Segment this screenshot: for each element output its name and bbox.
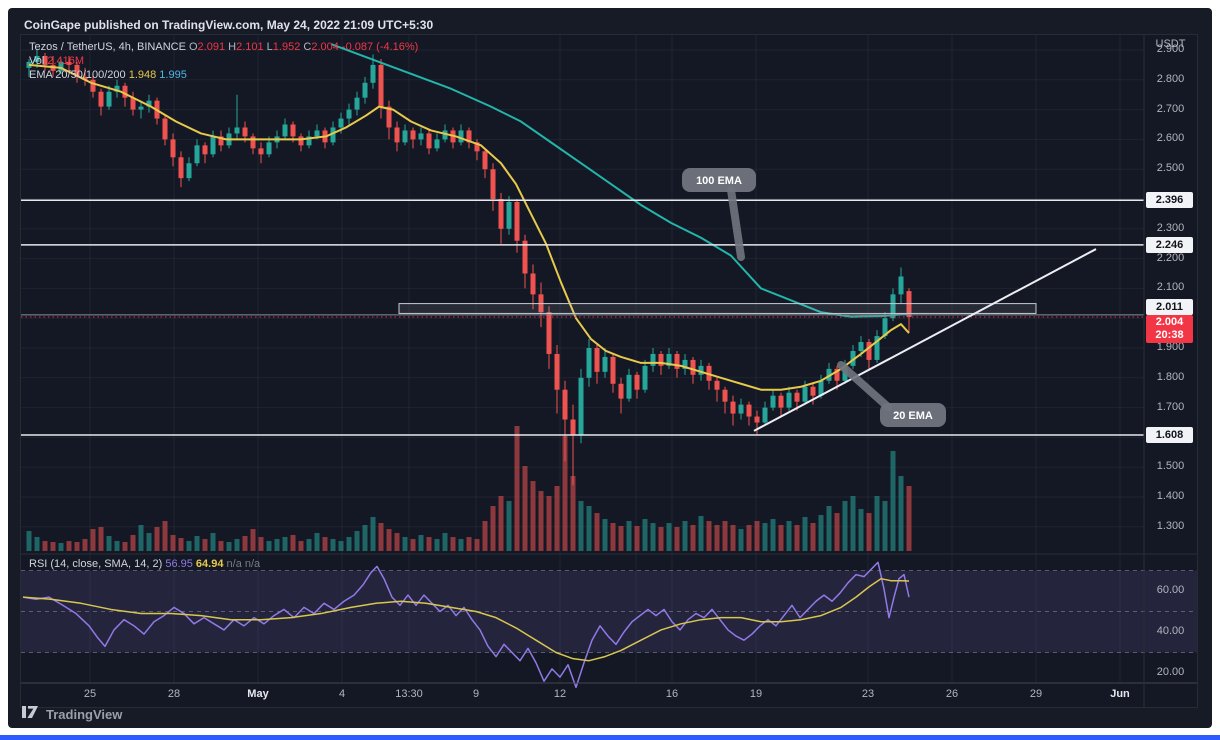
volume-value: 2.416M bbox=[47, 55, 85, 67]
ohlc-value: 2.091 bbox=[197, 41, 226, 53]
level-price-label: 1.608 bbox=[1146, 427, 1193, 444]
ohlc-key: C bbox=[300, 41, 312, 53]
price-scale-label: 2.100 bbox=[1156, 281, 1185, 294]
ema-row: EMA 20/50/100/200 1.948 1.995 bbox=[29, 68, 418, 82]
rsi-value: n/a bbox=[223, 558, 242, 570]
time-axis-label: 26 bbox=[945, 688, 959, 700]
rsi-scale-label: 60.00 bbox=[1156, 584, 1185, 596]
time-axis-label: 16 bbox=[665, 688, 679, 700]
time-axis-label: 4 bbox=[338, 688, 346, 700]
rsi-line bbox=[22, 561, 910, 689]
time-axis-label: 28 bbox=[167, 688, 181, 700]
level-price-label: 2.246 bbox=[1146, 236, 1193, 253]
chart-area[interactable]: 100 EMA 20 EMA Tezos / TetherUS, 4h, BINA… bbox=[20, 34, 1198, 708]
tradingview-logo-icon[interactable] bbox=[22, 705, 40, 724]
volume-row: Vol 2.416M bbox=[29, 54, 418, 68]
legend-rsi: RSI (14, close, SMA, 14, 2) 56.95 64.94 … bbox=[29, 557, 260, 571]
volume-bars bbox=[26, 426, 912, 551]
rsi-scale-label: 40.00 bbox=[1156, 625, 1185, 637]
rsi-values: 56.95 64.94 n/a n/a bbox=[165, 558, 260, 570]
volume-label: Vol bbox=[29, 55, 45, 67]
callout-20-ema[interactable]: 20 EMA bbox=[837, 361, 946, 427]
ohlc-key: H bbox=[225, 41, 237, 53]
time-axis-label: Jun bbox=[1110, 688, 1130, 700]
price-scale-label: 2.700 bbox=[1156, 102, 1185, 115]
price-scale-label: 2.200 bbox=[1156, 251, 1185, 264]
price-zone-box[interactable] bbox=[398, 303, 1037, 314]
level-price-label: 2.396 bbox=[1146, 192, 1193, 209]
grid bbox=[21, 35, 1144, 683]
rsi-value: 56.95 bbox=[165, 558, 193, 570]
ema100-line bbox=[330, 43, 910, 318]
ema20-line bbox=[28, 63, 910, 391]
callout-100-ema[interactable]: 100 EMA bbox=[682, 168, 756, 261]
price-scale-label: 1.300 bbox=[1156, 519, 1185, 532]
time-axis-label: 19 bbox=[749, 688, 763, 700]
ohlc-key: O bbox=[188, 41, 198, 53]
price-scale-label: 1.700 bbox=[1156, 400, 1185, 413]
price-scale-label: 2.300 bbox=[1156, 221, 1185, 234]
publish-text: CoinGape published on TradingView.com, M… bbox=[24, 18, 434, 32]
footer: TradingView bbox=[22, 704, 122, 724]
symbol-row: Tezos / TetherUS, 4h, BINANCE O2.091 H2.… bbox=[29, 40, 418, 54]
price-scale-label: 1.400 bbox=[1156, 490, 1185, 502]
price-axis[interactable]: USDT 2.900 2.800 2.700 2.600 2.500 2.300 2.200 2… bbox=[1144, 35, 1197, 683]
time-axis-label: May bbox=[247, 688, 269, 700]
bottom-accent-bar bbox=[0, 735, 1220, 740]
time-axis-label: 9 bbox=[472, 688, 480, 700]
time-axis-label: 29 bbox=[1029, 688, 1043, 700]
ema-values: 1.948 1.995 bbox=[129, 69, 187, 81]
tradingview-brand[interactable]: TradingView bbox=[46, 706, 123, 722]
time-axis[interactable]: 25 28 May 4 13:30 9 12 16 19 23 26 29 Jun bbox=[21, 685, 1197, 707]
chart-card: CoinGape published on TradingView.com, M… bbox=[8, 8, 1212, 728]
svg-text:100 EMA: 100 EMA bbox=[696, 175, 742, 187]
current-price-label: 2.004 20:38 bbox=[1146, 315, 1193, 343]
price-scale-label: 2.500 bbox=[1156, 162, 1185, 175]
price-scale-label: 2.600 bbox=[1156, 132, 1185, 145]
time-axis-label: 25 bbox=[83, 688, 97, 700]
rsi-row: RSI (14, close, SMA, 14, 2) 56.95 64.94 … bbox=[29, 557, 260, 571]
price-scale-label: 2.800 bbox=[1156, 72, 1185, 85]
symbol-title[interactable]: Tezos / TetherUS, 4h, BINANCE bbox=[29, 41, 186, 53]
publish-header: CoinGape published on TradingView.com, M… bbox=[24, 14, 1196, 36]
price-scale-label: 2.900 bbox=[1156, 43, 1185, 55]
axis-currency-label: USDT bbox=[1155, 38, 1186, 50]
ohlc-values: O2.091 H2.101 L1.952 C2.004 bbox=[189, 41, 339, 53]
ohlc-value: 1.952 bbox=[272, 41, 301, 53]
level-price-label: 2.011 bbox=[1146, 298, 1193, 315]
ema-label: EMA 20/50/100/200 bbox=[29, 69, 126, 81]
rsi-scale-label: 20.00 bbox=[1156, 666, 1185, 678]
rsi-value: n/a bbox=[241, 558, 261, 570]
ohlc-value: 2.101 bbox=[236, 41, 264, 53]
trendline[interactable] bbox=[753, 248, 1097, 432]
time-axis-label: 23 bbox=[861, 688, 875, 700]
rsi-value: 64.94 bbox=[192, 558, 224, 570]
svg-text:20 EMA: 20 EMA bbox=[893, 410, 933, 422]
ema-value: 1.995 bbox=[156, 69, 187, 81]
ohlc-value: 2.004 bbox=[311, 41, 339, 53]
price-scale-label: 1.500 bbox=[1156, 460, 1185, 473]
rsi-label[interactable]: RSI (14, close, SMA, 14, 2) bbox=[29, 558, 163, 570]
chart-canvas[interactable]: 100 EMA 20 EMA bbox=[21, 35, 1197, 707]
time-axis-label: 13:30 bbox=[395, 688, 423, 700]
ema-value: 1.948 bbox=[128, 69, 157, 81]
ohlc-key: L bbox=[263, 41, 273, 53]
change-value: -0.087 (-4.16%) bbox=[341, 41, 419, 53]
price-scale-label: 1.900 bbox=[1156, 341, 1185, 353]
price-scale-label: 1.800 bbox=[1156, 370, 1185, 383]
candles bbox=[26, 50, 912, 486]
rsi-sma-line bbox=[22, 577, 910, 662]
time-axis-label: 12 bbox=[553, 688, 567, 700]
legend-main: Tezos / TetherUS, 4h, BINANCE O2.091 H2.… bbox=[29, 40, 418, 82]
